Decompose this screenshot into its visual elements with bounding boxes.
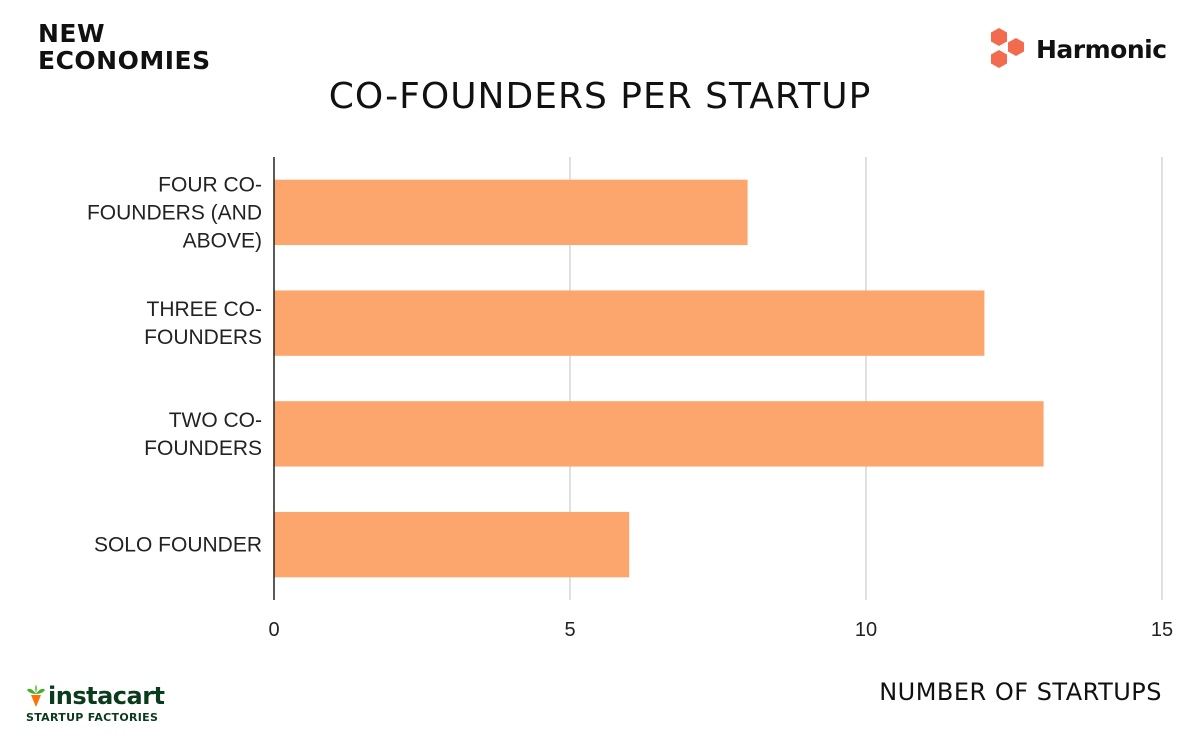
instacart-name: instacart [48, 682, 165, 710]
brand-line-1: NEW [38, 19, 106, 48]
category-label-line: FOUNDERS [144, 437, 262, 460]
category-label-line: ABOVE) [183, 229, 262, 252]
instacart-logo: instacart STARTUP FACTORIES [26, 682, 165, 724]
x-axis-title: NUMBER OF STARTUPS [879, 678, 1162, 706]
category-label-line: THREE CO- [147, 298, 263, 321]
category-label-line: FOUNDERS [144, 326, 262, 349]
category-label-line: FOUNDERS (AND [87, 201, 262, 224]
carrot-icon [27, 685, 45, 707]
harmonic-hexagon-icon [991, 28, 1024, 68]
x-tick-label: 10 [855, 619, 877, 641]
chart-title: CO-FOUNDERS PER STARTUP [328, 76, 872, 117]
bar [274, 179, 748, 246]
bar [274, 511, 630, 578]
brand-line-2: ECONOMIES [38, 46, 211, 75]
new-economies-logo: NEW ECONOMIES [38, 20, 211, 74]
bar [274, 290, 985, 356]
bar [274, 401, 1044, 467]
x-tick-label: 15 [1151, 619, 1173, 641]
category-label: TWO CO- FOUNDERS [144, 409, 262, 460]
x-tick-label: 5 [564, 619, 575, 641]
instacart-subtitle: STARTUP FACTORIES [26, 711, 159, 724]
category-label-line: TWO CO- [169, 409, 262, 432]
x-tick-label: 0 [268, 619, 279, 641]
category-label: FOUR CO- FOUNDERS (AND ABOVE) [87, 173, 262, 252]
category-label: SOLO FOUNDER [94, 534, 262, 557]
category-label-line: SOLO FOUNDER [94, 534, 262, 557]
category-label-line: FOUR CO- [158, 173, 262, 196]
harmonic-logo: Harmonic [988, 28, 1167, 70]
category-label: THREE CO- FOUNDERS [144, 298, 262, 349]
harmonic-name: Harmonic [1036, 34, 1167, 64]
